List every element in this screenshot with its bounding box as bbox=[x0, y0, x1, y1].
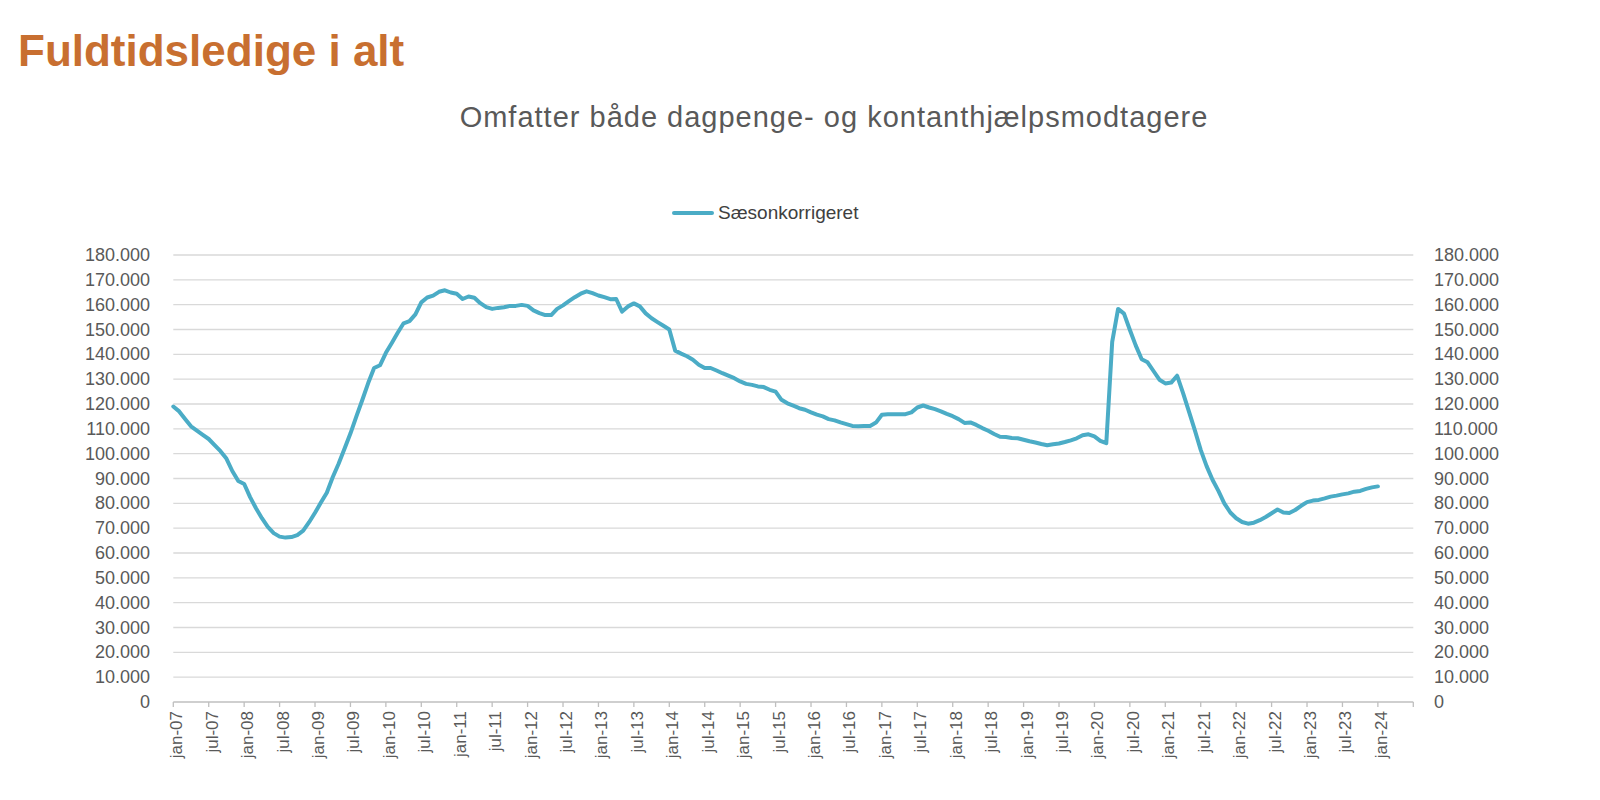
x-axis-label: jul-21 bbox=[1196, 711, 1214, 753]
x-axis-label: jan-20 bbox=[1089, 711, 1107, 758]
y-axis-label-left: 80.000 bbox=[60, 494, 150, 512]
x-axis-label: jul-22 bbox=[1267, 711, 1285, 753]
y-axis-label-left: 180.000 bbox=[60, 246, 150, 264]
y-axis-label-left: 160.000 bbox=[60, 296, 150, 314]
y-axis-label-right: 90.000 bbox=[1434, 470, 1524, 488]
y-axis-label-right: 0 bbox=[1434, 693, 1524, 711]
x-axis-label: jul-11 bbox=[487, 711, 505, 751]
x-axis-label: jan-11 bbox=[452, 711, 470, 757]
x-axis-label: jul-23 bbox=[1337, 711, 1355, 753]
x-axis-label: jan-13 bbox=[593, 711, 611, 758]
y-axis-label-left: 90.000 bbox=[60, 470, 150, 488]
y-axis-label-right: 150.000 bbox=[1434, 321, 1524, 339]
x-axis bbox=[173, 702, 1413, 707]
line-chart bbox=[0, 0, 1600, 800]
x-axis-label: jan-09 bbox=[310, 711, 328, 758]
y-axis-label-right: 30.000 bbox=[1434, 619, 1524, 637]
y-axis-label-right: 110.000 bbox=[1434, 420, 1524, 438]
x-axis-label: jan-07 bbox=[168, 711, 186, 758]
x-axis-label: jul-17 bbox=[912, 711, 930, 753]
y-axis-label-right: 60.000 bbox=[1434, 544, 1524, 562]
x-axis-label: jul-08 bbox=[275, 711, 293, 753]
x-axis-label: jan-10 bbox=[381, 711, 399, 758]
y-axis-label-right: 180.000 bbox=[1434, 246, 1524, 264]
y-axis-label-left: 20.000 bbox=[60, 643, 150, 661]
y-axis-label-left: 30.000 bbox=[60, 619, 150, 637]
y-axis-label-left: 140.000 bbox=[60, 345, 150, 363]
data-line-saesonkorrigeret bbox=[173, 290, 1378, 537]
y-axis-label-right: 80.000 bbox=[1434, 494, 1524, 512]
y-axis-label-left: 150.000 bbox=[60, 321, 150, 339]
y-axis-label-left: 60.000 bbox=[60, 544, 150, 562]
y-axis-label-left: 50.000 bbox=[60, 569, 150, 587]
y-axis-label-left: 110.000 bbox=[60, 420, 150, 438]
y-axis-label-left: 0 bbox=[60, 693, 150, 711]
x-axis-label: jul-13 bbox=[629, 711, 647, 753]
x-axis-label: jan-12 bbox=[523, 711, 541, 758]
y-axis-label-right: 160.000 bbox=[1434, 296, 1524, 314]
x-axis-label: jan-22 bbox=[1231, 711, 1249, 758]
y-axis-label-right: 100.000 bbox=[1434, 445, 1524, 463]
x-axis-label: jan-21 bbox=[1160, 711, 1178, 758]
y-axis-label-right: 50.000 bbox=[1434, 569, 1524, 587]
x-axis-label: jul-19 bbox=[1054, 711, 1072, 753]
x-axis-label: jul-12 bbox=[558, 711, 576, 753]
x-axis-label: jan-18 bbox=[948, 711, 966, 758]
x-axis-label: jul-15 bbox=[771, 711, 789, 753]
x-axis-label: jan-17 bbox=[877, 711, 895, 758]
page: Fuldtidsledige i alt Omfatter både dagpe… bbox=[0, 0, 1600, 800]
x-axis-label: jul-07 bbox=[204, 711, 222, 753]
y-axis-label-right: 140.000 bbox=[1434, 345, 1524, 363]
y-axis-label-left: 170.000 bbox=[60, 271, 150, 289]
x-axis-label: jul-10 bbox=[416, 711, 434, 753]
y-axis-label-right: 170.000 bbox=[1434, 271, 1524, 289]
x-axis-label: jan-08 bbox=[239, 711, 257, 758]
y-axis-label-left: 100.000 bbox=[60, 445, 150, 463]
x-axis-label: jul-18 bbox=[983, 711, 1001, 753]
y-axis-label-left: 70.000 bbox=[60, 519, 150, 537]
x-axis-label: jan-24 bbox=[1373, 711, 1391, 758]
y-axis-label-right: 20.000 bbox=[1434, 643, 1524, 661]
y-axis-label-right: 130.000 bbox=[1434, 370, 1524, 388]
y-axis-label-right: 40.000 bbox=[1434, 594, 1524, 612]
y-axis-label-left: 10.000 bbox=[60, 668, 150, 686]
gridlines bbox=[173, 255, 1413, 677]
y-axis-label-right: 10.000 bbox=[1434, 668, 1524, 686]
y-axis-label-left: 130.000 bbox=[60, 370, 150, 388]
y-axis-label-left: 40.000 bbox=[60, 594, 150, 612]
x-axis-label: jan-16 bbox=[806, 711, 824, 758]
x-axis-label: jul-16 bbox=[841, 711, 859, 753]
x-axis-label: jul-14 bbox=[700, 711, 718, 753]
x-axis-label: jul-09 bbox=[345, 711, 363, 753]
x-axis-label: jan-15 bbox=[735, 711, 753, 758]
y-axis-label-right: 70.000 bbox=[1434, 519, 1524, 537]
x-axis-label: jul-20 bbox=[1125, 711, 1143, 753]
y-axis-label-right: 120.000 bbox=[1434, 395, 1524, 413]
x-axis-label: jan-14 bbox=[664, 711, 682, 758]
y-axis-label-left: 120.000 bbox=[60, 395, 150, 413]
x-axis-label: jan-23 bbox=[1302, 711, 1320, 758]
x-axis-label: jan-19 bbox=[1019, 711, 1037, 758]
